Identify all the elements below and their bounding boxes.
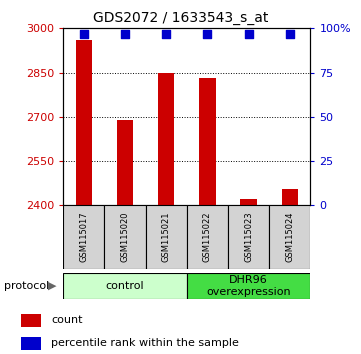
- Bar: [282, 189, 298, 205]
- Bar: [21, 337, 41, 350]
- Text: GSM115021: GSM115021: [162, 212, 171, 262]
- Bar: [269, 205, 310, 269]
- Text: count: count: [51, 315, 82, 325]
- Bar: [228, 205, 269, 269]
- Text: GDS2072 / 1633543_s_at: GDS2072 / 1633543_s_at: [93, 11, 268, 25]
- Point: [246, 31, 252, 36]
- Point: [81, 31, 87, 36]
- Text: protocol: protocol: [4, 281, 49, 291]
- Text: GSM115022: GSM115022: [203, 212, 212, 262]
- Bar: [199, 79, 216, 205]
- Bar: [145, 205, 187, 269]
- Point: [205, 31, 210, 36]
- Bar: [240, 199, 257, 205]
- Bar: [21, 314, 41, 327]
- Bar: [158, 73, 174, 205]
- Bar: [63, 273, 187, 299]
- Text: ▶: ▶: [48, 281, 57, 291]
- Text: GSM115017: GSM115017: [79, 212, 88, 263]
- Text: control: control: [106, 281, 144, 291]
- Text: DHR96
overexpression: DHR96 overexpression: [206, 275, 291, 297]
- Bar: [75, 40, 92, 205]
- Bar: [63, 205, 104, 269]
- Bar: [187, 205, 228, 269]
- Point: [163, 31, 169, 36]
- Bar: [117, 120, 133, 205]
- Point: [287, 31, 293, 36]
- Point: [122, 31, 128, 36]
- Text: GSM115024: GSM115024: [285, 212, 294, 262]
- Text: GSM115023: GSM115023: [244, 212, 253, 263]
- Text: GSM115020: GSM115020: [121, 212, 130, 262]
- Bar: [187, 273, 310, 299]
- Bar: [104, 205, 145, 269]
- Text: percentile rank within the sample: percentile rank within the sample: [51, 338, 239, 348]
